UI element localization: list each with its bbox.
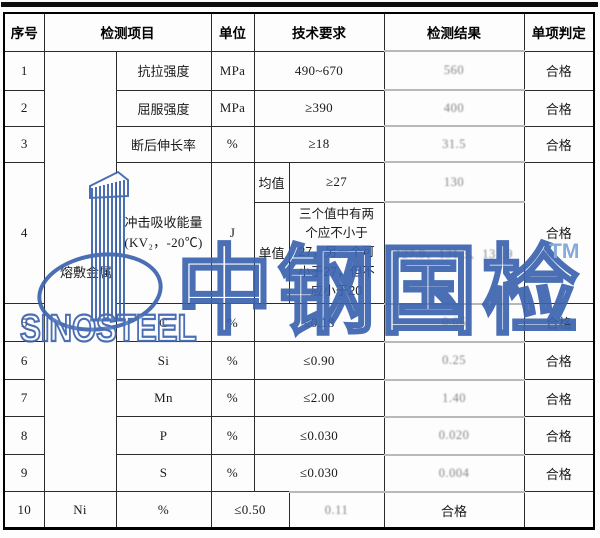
requirement-cell: ≤2.00 xyxy=(253,379,385,418)
item-cell: 屈服强度 xyxy=(115,89,212,127)
result-cell: 31.5 xyxy=(383,125,525,163)
requirement-cell: 三个值中有两个应不小于27，另一个可小于27，但不应小于20 xyxy=(288,201,385,305)
table-row: 3 断后伸长率 % ≥18 31.5 合格 xyxy=(3,125,595,163)
result-cell: 400 xyxy=(383,89,525,127)
serial-cell: 10 xyxy=(3,491,45,530)
table-row: 6 Si % ≤0.90 0.25 合格 xyxy=(3,340,595,381)
result-cell: 0.004 xyxy=(383,453,525,493)
verdict-cell: 合格 xyxy=(523,125,595,163)
serial-cell: 3 xyxy=(3,125,45,163)
table-row: 9 S % ≤0.030 0.004 合格 xyxy=(3,453,595,493)
table-row: 2 屈服强度 MPa ≥390 400 合格 xyxy=(3,89,595,127)
header-serial: 序号 xyxy=(3,12,45,52)
table-row: 1 熔敷金属 抗拉强度 MPa 490~670 560 合格 xyxy=(3,50,595,493)
table-row: 10 Ni % ≤0.50 0.11 合格 xyxy=(3,490,594,530)
unit-cell: MPa xyxy=(210,50,255,91)
result-cell: 1.40 xyxy=(383,378,525,418)
serial-cell: 9 xyxy=(3,454,45,493)
unit-cell: J xyxy=(210,161,255,305)
item-cell: C xyxy=(115,303,212,343)
serial-cell: 8 xyxy=(3,416,45,456)
verdict-cell: 合格 xyxy=(383,491,525,530)
result-cell: 560 xyxy=(383,50,525,91)
test-report-table: 序号 检测项目 单位 技术要求 检测结果 单项判定 1 熔敷金属 抗拉强度 MP… xyxy=(3,12,595,531)
result-cell: 127.9、131.3、131.9 xyxy=(383,201,525,305)
requirement-cell: ≥18 xyxy=(253,125,385,163)
verdict-cell: 合格 xyxy=(523,161,595,305)
unit-cell: % xyxy=(210,416,255,456)
verdict-cell: 合格 xyxy=(523,454,595,493)
serial-cell: 1 xyxy=(3,50,45,91)
table-row: 7 Mn % ≤2.00 1.40 合格 xyxy=(3,378,595,418)
verdict-cell: 合格 xyxy=(523,50,595,91)
item-cell: Si xyxy=(115,341,212,381)
result-cell: 130 xyxy=(383,161,525,203)
unit-cell: % xyxy=(210,303,255,343)
top-heavy-rule xyxy=(1,2,598,7)
requirement-cell: ≤0.18 xyxy=(253,303,385,343)
header-unit: 单位 xyxy=(210,12,255,52)
verdict-cell: 合格 xyxy=(523,89,595,127)
item-cell: 抗拉强度 xyxy=(115,50,212,91)
subrow-label-single: 单值 xyxy=(253,201,290,305)
result-cell: 0.06 xyxy=(383,302,525,343)
material-group-cell: 熔敷金属 xyxy=(43,50,117,493)
requirement-cell: ≥390 xyxy=(253,89,385,127)
requirement-cell: 490~670 xyxy=(253,50,385,91)
item-line2: (KV₂，-20℃) xyxy=(124,234,203,250)
table-row-impact-mean: 4 冲击吸收能量 (KV₂，-20℃) J 均值 ≥27 130 合格 xyxy=(3,161,595,305)
item-cell: S xyxy=(115,454,212,493)
unit-cell: % xyxy=(210,125,255,163)
requirement-cell: ≤0.90 xyxy=(253,341,385,381)
item-cell: 冲击吸收能量 (KV₂，-20℃) xyxy=(115,161,212,305)
table-row-impact-single: 单值 三个值中有两个应不小于27，另一个可小于27，但不应小于20 127.9、… xyxy=(4,201,594,305)
header-verdict: 单项判定 xyxy=(523,12,595,52)
header-result: 检测结果 xyxy=(383,12,525,52)
item-cell: Ni xyxy=(43,491,117,530)
subrow-label-mean: 均值 xyxy=(253,161,290,203)
serial-cell: 4 xyxy=(3,161,45,305)
item-cell: Mn xyxy=(115,379,212,418)
requirement-cell: ≥27 xyxy=(288,161,385,203)
requirement-cell: ≤0.030 xyxy=(253,416,385,456)
serial-cell: 7 xyxy=(3,379,45,418)
result-cell: 0.25 xyxy=(383,340,525,381)
result-cell: 0.020 xyxy=(383,415,525,456)
requirement-cell: ≤0.030 xyxy=(253,454,385,493)
unit-cell: % xyxy=(115,491,212,530)
item-cell: 断后伸长率 xyxy=(115,125,212,163)
item-cell: P xyxy=(115,416,212,456)
unit-cell: % xyxy=(210,454,255,493)
header-requirement: 技术要求 xyxy=(253,12,385,52)
serial-cell: 6 xyxy=(3,341,45,381)
header-row: 序号 检测项目 单位 技术要求 检测结果 单项判定 xyxy=(3,12,595,52)
requirement-cell: ≤0.50 xyxy=(210,491,290,530)
header-item: 检测项目 xyxy=(43,12,212,52)
verdict-cell: 合格 xyxy=(523,416,595,456)
serial-cell: 2 xyxy=(3,89,45,127)
verdict-cell: 合格 xyxy=(523,379,595,418)
item-line1: 冲击吸收能量 xyxy=(124,215,203,231)
verdict-cell: 合格 xyxy=(523,303,595,343)
result-cell: 0.11 xyxy=(288,490,385,530)
unit-cell: % xyxy=(210,379,255,418)
verdict-cell: 合格 xyxy=(523,341,595,381)
serial-cell: 5 xyxy=(3,303,45,343)
unit-cell: MPa xyxy=(210,89,255,127)
unit-cell: % xyxy=(210,341,255,381)
